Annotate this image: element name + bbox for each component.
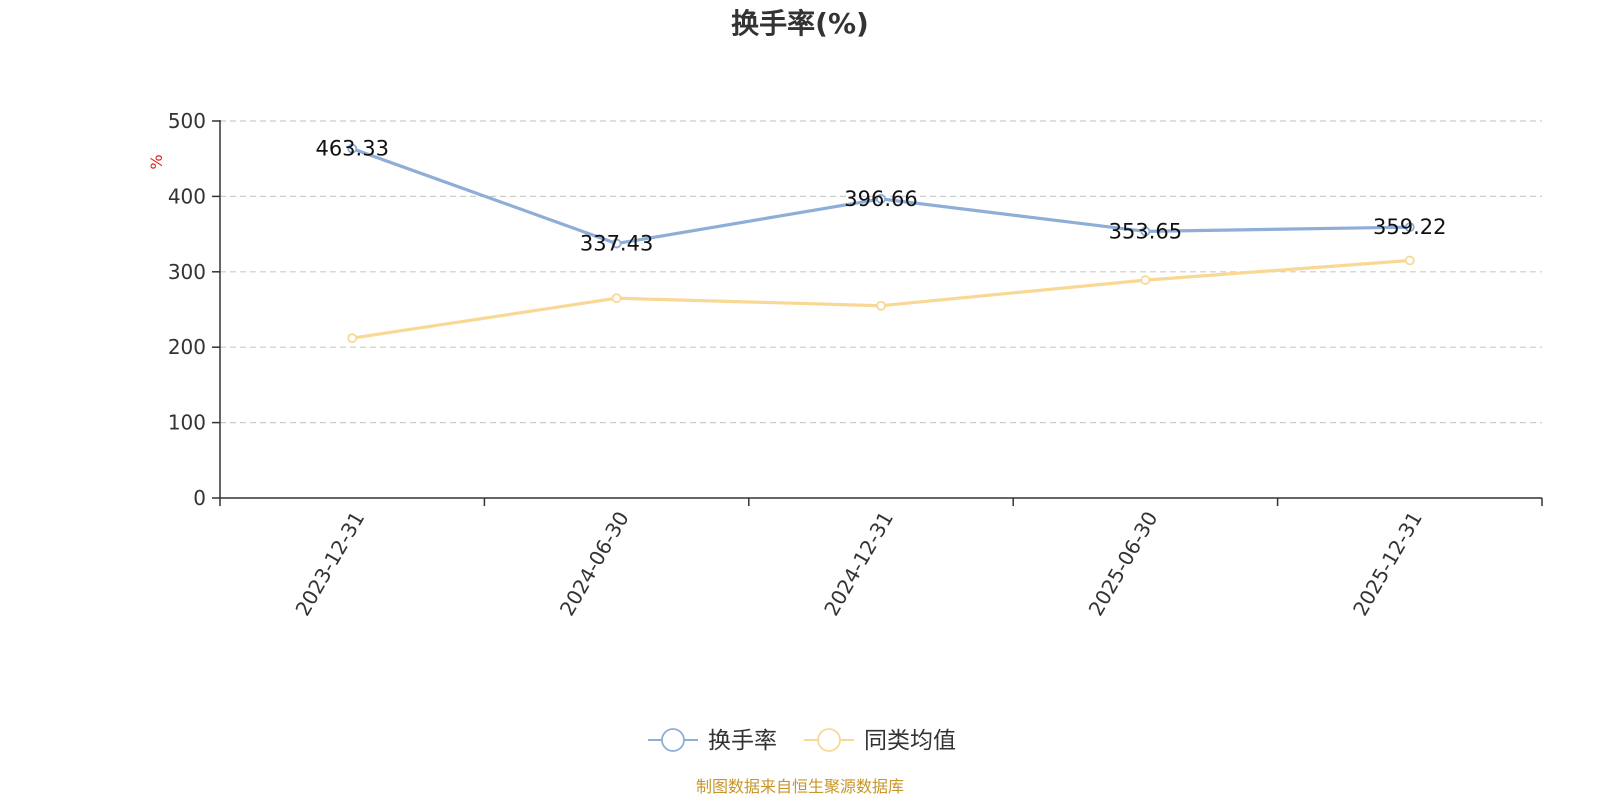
data-point (347, 143, 358, 154)
legend-label: 同类均值 (864, 728, 956, 754)
data-point (1404, 222, 1415, 233)
legend-item-2[interactable]: 同类均值 (804, 728, 956, 754)
legend-marker-icon (817, 728, 841, 752)
data-point (611, 238, 622, 249)
data-label: 353.65 (1109, 219, 1182, 243)
legend-label: 换手率 (708, 728, 777, 754)
y-tick-label: 100 (168, 411, 206, 435)
data-point (876, 300, 886, 311)
data-point (347, 333, 358, 344)
data-point (1140, 275, 1151, 285)
x-tick-label: 2023-12-31 (290, 507, 369, 620)
data-point (611, 293, 622, 304)
data-source-note: 制图数据来自恒生聚源数据库 (696, 777, 904, 796)
y-tick-label: 400 (168, 184, 206, 208)
series-lines (347, 143, 1415, 344)
data-label: 463.33 (315, 137, 388, 161)
legend-item-1[interactable]: 换手率 (648, 728, 777, 754)
data-label: 396.66 (844, 187, 917, 211)
y-tick-label: 0 (193, 486, 206, 510)
grid-lines (220, 120, 1542, 424)
x-tick-label: 2025-12-31 (1348, 507, 1427, 620)
y-tick-label: 300 (168, 260, 206, 284)
x-tick-label: 2024-06-30 (555, 507, 634, 620)
y-axis-unit-label: % (147, 154, 166, 169)
y-tick-label: 200 (168, 335, 206, 359)
data-point (1404, 255, 1415, 266)
x-tick-label: 2024-12-31 (819, 507, 898, 620)
data-label: 337.43 (580, 232, 653, 256)
data-point (1140, 226, 1151, 237)
x-tick-label: 2025-06-30 (1084, 507, 1163, 620)
data-labels: 463.33 337.43 396.66 353.65 359.22 (315, 137, 1446, 256)
y-tick-label: 500 (168, 109, 206, 133)
axes: 0 100 200 300 400 500 2023-12-31 2024-06-30 2024… (168, 109, 1543, 620)
legend-marker-icon (661, 728, 685, 752)
data-label: 359.22 (1373, 215, 1446, 239)
chart-title: 换手率(%) (731, 7, 869, 40)
data-point (876, 194, 886, 204)
legend[interactable]: 换手率 同类均值 (648, 728, 956, 754)
